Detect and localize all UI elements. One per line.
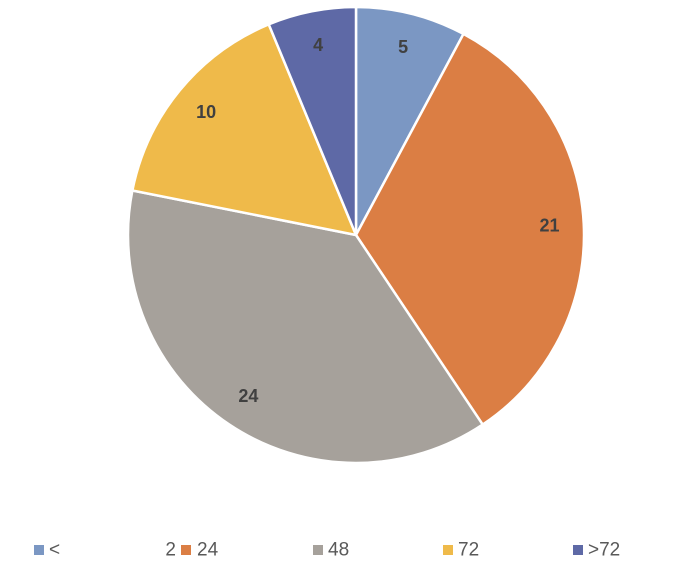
legend-label: 48 xyxy=(328,540,349,561)
legend-marker xyxy=(443,545,453,555)
pie-slice-gt-72 xyxy=(267,5,358,236)
data-label-gt-72: 4 xyxy=(313,35,323,55)
chart-legend: <2 24 48 72 >72 xyxy=(34,540,620,561)
pie-slice-48 xyxy=(126,189,485,465)
legend-marker xyxy=(573,545,583,555)
legend-marker xyxy=(181,545,191,555)
pie-slices xyxy=(126,5,586,465)
data-label-lt-2: 5 xyxy=(398,37,408,57)
pie-data-labels: 5 21 24 10 4 xyxy=(196,35,559,406)
pie-slice-lt-2 xyxy=(354,5,466,236)
legend-label: 2 xyxy=(165,540,176,561)
legend-label: 24 xyxy=(197,540,219,561)
legend-marker xyxy=(34,545,44,555)
data-label-72: 10 xyxy=(196,102,216,122)
legend-label: >72 xyxy=(588,540,620,561)
pie-slice-24 xyxy=(354,32,586,427)
legend-label: 72 xyxy=(458,540,479,561)
legend-label: < xyxy=(49,540,60,561)
pie-slice-72 xyxy=(130,22,359,237)
legend-marker xyxy=(313,545,323,555)
data-label-24: 21 xyxy=(540,215,560,235)
data-label-48: 24 xyxy=(238,386,258,406)
